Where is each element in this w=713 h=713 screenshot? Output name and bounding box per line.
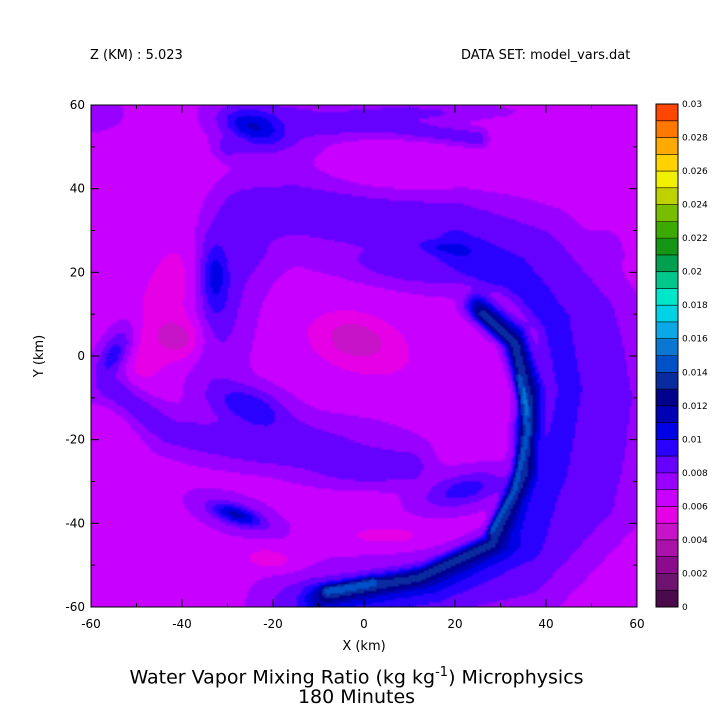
colorbar-label: 0.03 <box>682 100 702 110</box>
colorbar-swatch <box>656 238 678 256</box>
y-tick-label: 0 <box>77 349 85 363</box>
colorbar-swatch <box>656 355 678 373</box>
colorbar-swatch <box>656 389 678 407</box>
x-tick-label: 20 <box>447 617 462 631</box>
colorbar-swatch <box>656 221 678 239</box>
x-tick-label: -40 <box>172 617 192 631</box>
dataset-label: DATA SET: model_vars.dat <box>461 48 631 63</box>
colorbar-swatch <box>656 271 678 289</box>
title-superscript: -1 <box>435 665 449 680</box>
colorbar-swatch <box>656 456 678 474</box>
x-axis-label: X (km) <box>342 639 385 654</box>
colorbar-label: 0.026 <box>682 167 708 177</box>
x-tick-label: 0 <box>360 617 368 631</box>
x-tick-label: -20 <box>263 617 283 631</box>
colorbar-swatch <box>656 104 678 122</box>
colorbar-swatch <box>656 254 678 273</box>
colorbar-label: 0.002 <box>682 569 708 579</box>
colorbar-swatch <box>656 556 678 574</box>
title-suffix: ) Microphysics <box>448 666 584 689</box>
chart-title-line2: 180 Minutes <box>297 686 416 708</box>
colorbar-label: 0.022 <box>682 234 708 244</box>
colorbar-swatch <box>656 204 678 222</box>
colorbar-swatch <box>656 573 678 591</box>
x-tick-label: -60 <box>81 617 101 631</box>
y-tick-label: -60 <box>65 600 85 614</box>
colorbar-label: 0.028 <box>682 134 708 144</box>
colorbar-swatch <box>656 439 678 457</box>
colorbar-swatch <box>656 187 678 206</box>
colorbar: 0 0.002 0.004 0.006 0.008 0.01 0.012 0.014 0.016… <box>655 100 708 613</box>
colorbar-label: 0.01 <box>682 435 702 445</box>
y-tick-label: 60 <box>70 98 85 112</box>
colorbar-swatch <box>656 137 678 155</box>
z-level-label: Z (KM) : 5.023 <box>90 48 183 63</box>
y-tick-label: 20 <box>70 265 85 279</box>
colorbar-label: 0.006 <box>682 502 708 512</box>
colorbar-swatch <box>656 506 678 524</box>
axis-ticks <box>90 104 638 608</box>
colorbar-swatch <box>656 372 678 390</box>
x-tick-label: 60 <box>629 617 644 631</box>
x-tick-label: 40 <box>538 617 553 631</box>
colorbar-swatch <box>656 405 678 424</box>
colorbar-label: 0.008 <box>682 469 708 479</box>
colorbar-swatch <box>656 321 678 340</box>
colorbar-swatch <box>656 288 678 306</box>
heatmap-field <box>91 105 637 607</box>
colorbar-swatch <box>656 590 678 608</box>
y-tick-label: -40 <box>65 516 85 530</box>
y-axis-label: Y (km) <box>32 335 47 378</box>
colorbar-label: 0 <box>682 603 688 613</box>
colorbar-swatch <box>656 338 678 356</box>
colorbar-label: 0.016 <box>682 335 708 345</box>
y-tick-label: 40 <box>70 182 85 196</box>
colorbar-swatch <box>656 472 678 491</box>
colorbar-label: 0.012 <box>682 402 708 412</box>
colorbar-swatch <box>656 539 678 558</box>
colorbar-swatch <box>656 154 678 172</box>
colorbar-swatch <box>656 171 678 189</box>
colorbar-swatch <box>656 523 678 541</box>
colorbar-swatch <box>656 120 678 139</box>
colorbar-swatch <box>656 305 678 323</box>
title-prefix: Water Vapor Mixing Ratio (kg kg <box>129 666 436 689</box>
chart-title-line1: Water Vapor Mixing Ratio (kg kg-1) Micro… <box>0 665 713 688</box>
colorbar-label: 0.004 <box>682 536 708 546</box>
colorbar-label: 0.024 <box>682 201 708 211</box>
colorbar-label: 0.018 <box>682 301 708 311</box>
colorbar-label: 0.02 <box>682 268 702 278</box>
y-tick-label: -20 <box>65 433 85 447</box>
colorbar-swatch <box>656 422 678 440</box>
axis-tick-labels: -60 -40 -20 0 20 40 60 -60 -40 -20 0 20 40 60 <box>65 98 644 631</box>
colorbar-label: 0.014 <box>682 368 708 378</box>
colorbar-swatch <box>656 489 678 507</box>
